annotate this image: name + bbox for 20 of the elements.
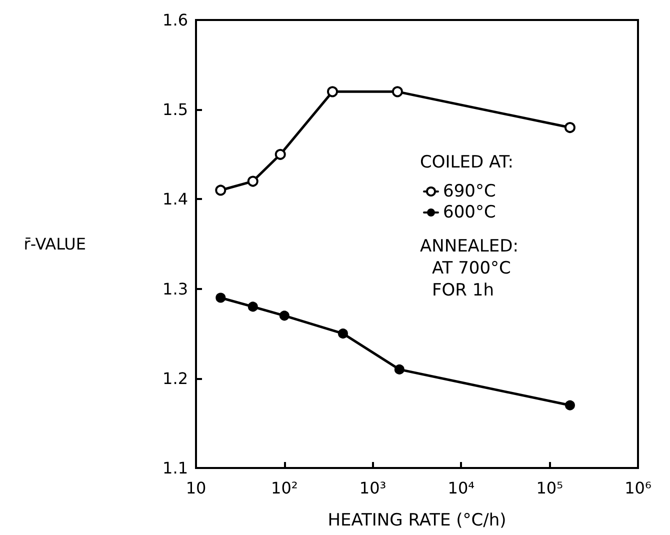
x-tick-label: 10⁶ bbox=[624, 478, 652, 498]
x-axis-title: HEATING RATE (°C/h) bbox=[328, 510, 506, 530]
annotation: AT 700°C bbox=[432, 258, 511, 278]
y-tick-label: 1.2 bbox=[162, 368, 188, 388]
y-tick-label: 1.5 bbox=[162, 100, 188, 120]
y-tick-label: 1.1 bbox=[162, 458, 188, 478]
annotation: FOR 1h bbox=[432, 280, 494, 300]
x-tick-label: 10² bbox=[271, 478, 298, 498]
x-tick-label: 10 bbox=[186, 478, 206, 498]
legend-label: 600°C bbox=[443, 202, 496, 222]
x-tick-label: 10⁴ bbox=[448, 478, 475, 498]
y-tick-label: 1.6 bbox=[162, 10, 188, 30]
legend-title: COILED AT: bbox=[420, 152, 514, 172]
x-tick-label: 10⁵ bbox=[536, 478, 563, 498]
y-tick-label: 1.4 bbox=[162, 190, 188, 209]
legend-label: 690°C bbox=[443, 182, 496, 202]
x-tick-label: 10³ bbox=[359, 478, 386, 498]
y-tick-label: 1.3 bbox=[162, 279, 188, 298]
y-axis-title: r̄-VALUE bbox=[24, 234, 86, 254]
annotation: ANNEALED: bbox=[420, 236, 518, 256]
